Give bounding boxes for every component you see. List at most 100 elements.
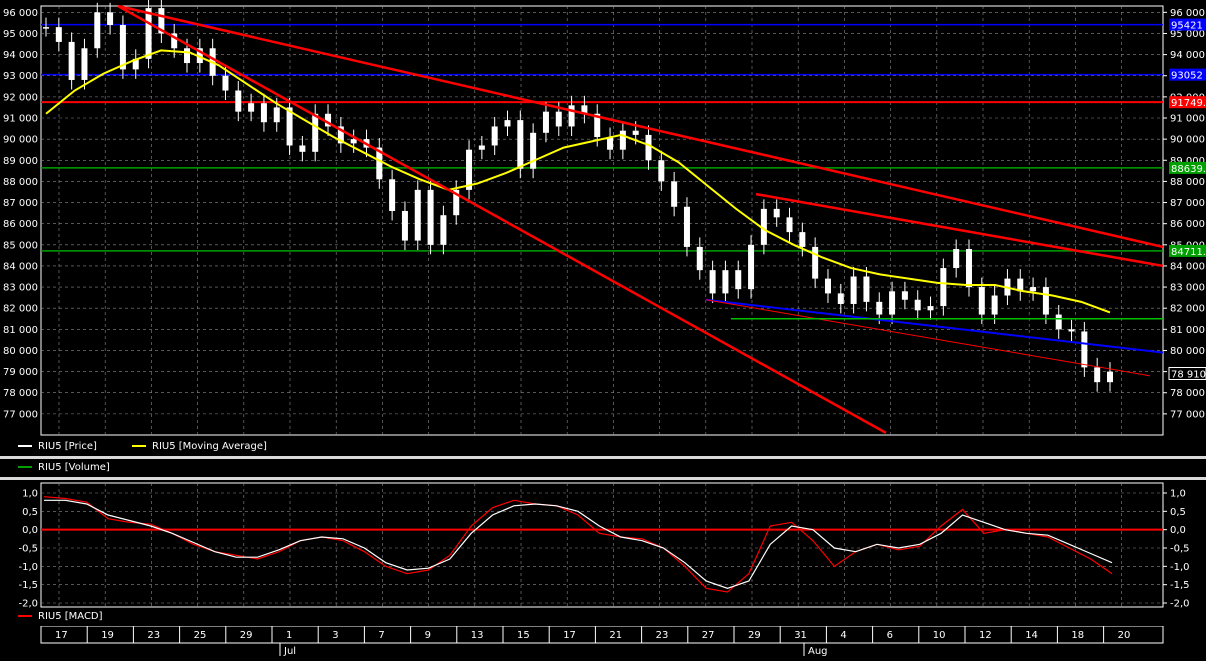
- price-candle: [132, 58, 139, 70]
- price-candle: [491, 126, 498, 146]
- price-candle: [466, 149, 473, 190]
- y-tick-label-left: 80 000: [3, 346, 38, 357]
- price-candle: [389, 179, 396, 211]
- price-candle: [1081, 331, 1088, 368]
- y-tick-label-right: 80 000: [1170, 346, 1205, 357]
- price-candle: [68, 41, 75, 80]
- price-candle: [376, 147, 383, 180]
- day-label: 12: [979, 630, 992, 641]
- day-label: 15: [517, 630, 530, 641]
- price-candle: [837, 293, 844, 304]
- y-tick-label-left: 96 000: [3, 8, 38, 19]
- support-line-thin: [705, 299, 1151, 377]
- y-tick-label-right: 95 000: [1170, 29, 1205, 40]
- price-candle: [786, 217, 793, 233]
- price-candle: [555, 111, 562, 127]
- y-tick-label-left: -1,0: [18, 562, 38, 573]
- y-tick-label-right: 86 000: [1170, 219, 1205, 230]
- moving-average-line: [45, 49, 1111, 314]
- legend-price-label: RIU5 [Price]: [38, 441, 97, 452]
- y-tick-label-left: 0,5: [22, 507, 38, 518]
- panel-separator[interactable]: [0, 456, 1206, 459]
- price-candle: [530, 132, 537, 169]
- legend-volume-label: RIU5 [Volume]: [38, 462, 110, 473]
- panel-separator[interactable]: [0, 477, 1206, 480]
- price-candle: [43, 27, 49, 29]
- price-candle: [337, 126, 344, 144]
- y-tick-label-right: 81 000: [1170, 325, 1205, 336]
- price-candle: [978, 287, 985, 315]
- price-candle: [107, 12, 114, 26]
- legend-price-swatch: [18, 445, 32, 447]
- legend-volume: RIU5 [Volume]: [18, 462, 110, 473]
- signal-line: [44, 499, 1113, 589]
- day-label: 3: [332, 630, 338, 641]
- price-candle: [158, 8, 165, 34]
- y-tick-label-right: 77 000: [1170, 409, 1205, 420]
- price-candle: [927, 306, 934, 311]
- date-axis: 17 19 23 25 29 1 3 7 9 13 15 17 21 23 27 29 31 4 6 10 12 14 18…: [0, 625, 1206, 657]
- day-label: 7: [378, 630, 384, 641]
- trend-line-upper: [117, 4, 1164, 249]
- price-candle: [773, 208, 780, 218]
- price-candle: [683, 206, 690, 247]
- level-tag-label: 88639.9: [1171, 164, 1206, 175]
- date-axis-svg: 17 19 23 25 29 1 3 7 9 13 15 17 21 23 27 29 31 4 6 10 12 14 18…: [40, 625, 1164, 657]
- y-tick-label-left: 92 000: [3, 92, 38, 103]
- price-candle: [286, 107, 293, 146]
- day-label: 23: [147, 630, 160, 641]
- y-tick-label-left: 91 000: [3, 114, 38, 125]
- price-candle: [350, 139, 357, 144]
- day-label: 1: [286, 630, 292, 641]
- y-tick-label-right: -0,5: [1170, 544, 1190, 555]
- price-chart: 96 000 96 000 95 000 95 000 94 000 94 000 93 0…: [3, 0, 1206, 436]
- price-candle: [273, 107, 280, 123]
- day-label: 4: [840, 630, 846, 641]
- price-candle: [299, 145, 306, 152]
- level-tag: [1169, 96, 1206, 109]
- price-candle: [196, 48, 203, 64]
- price-candle: [440, 215, 447, 245]
- price-candle: [81, 48, 88, 80]
- price-candle: [542, 111, 549, 133]
- legend-ma: RIU5 [Moving Average]: [132, 441, 267, 452]
- y-tick-label-right: 83 000: [1170, 283, 1205, 294]
- day-label: 21: [609, 630, 622, 641]
- price-candle: [504, 120, 511, 127]
- y-tick-label-right: 0,0: [1170, 525, 1186, 536]
- level-tag: [1169, 161, 1206, 174]
- price-candle: [658, 160, 665, 182]
- y-tick-label-left: 86 000: [3, 219, 38, 230]
- price-candle: [671, 181, 678, 207]
- price-candle: [632, 130, 639, 135]
- day-label: 9: [425, 630, 431, 641]
- price-candle: [824, 278, 831, 294]
- legend-macd: RIU5 [MACD]: [18, 611, 103, 622]
- level-tag-label: 84711.: [1171, 247, 1206, 258]
- month-label: Aug: [808, 646, 828, 657]
- day-label: 6: [887, 630, 893, 641]
- price-candle: [478, 145, 485, 150]
- price-candle: [1017, 278, 1024, 292]
- price-candle: [645, 134, 652, 161]
- y-tick-label-left: 82 000: [3, 304, 38, 315]
- day-label: 23: [656, 630, 669, 641]
- y-tick-label-left: 88 000: [3, 177, 38, 188]
- price-candle: [607, 137, 614, 150]
- plot-frame: [40, 5, 1164, 436]
- day-label: 29: [748, 630, 761, 641]
- price-candle: [760, 208, 767, 245]
- y-tick-label-right: 78 000: [1170, 388, 1205, 399]
- price-candle: [619, 130, 626, 150]
- price-candle: [55, 27, 62, 42]
- price-candle: [94, 12, 101, 49]
- price-candle: [1030, 287, 1037, 292]
- price-candle: [850, 276, 857, 304]
- y-tick-label-left: 77 000: [3, 409, 38, 420]
- price-candle: [414, 189, 421, 241]
- day-label: 31: [794, 630, 807, 641]
- day-label: 29: [240, 630, 253, 641]
- y-tick-label-left: 95 000: [3, 29, 38, 40]
- price-candle: [991, 295, 998, 315]
- level-tag: [1169, 18, 1206, 31]
